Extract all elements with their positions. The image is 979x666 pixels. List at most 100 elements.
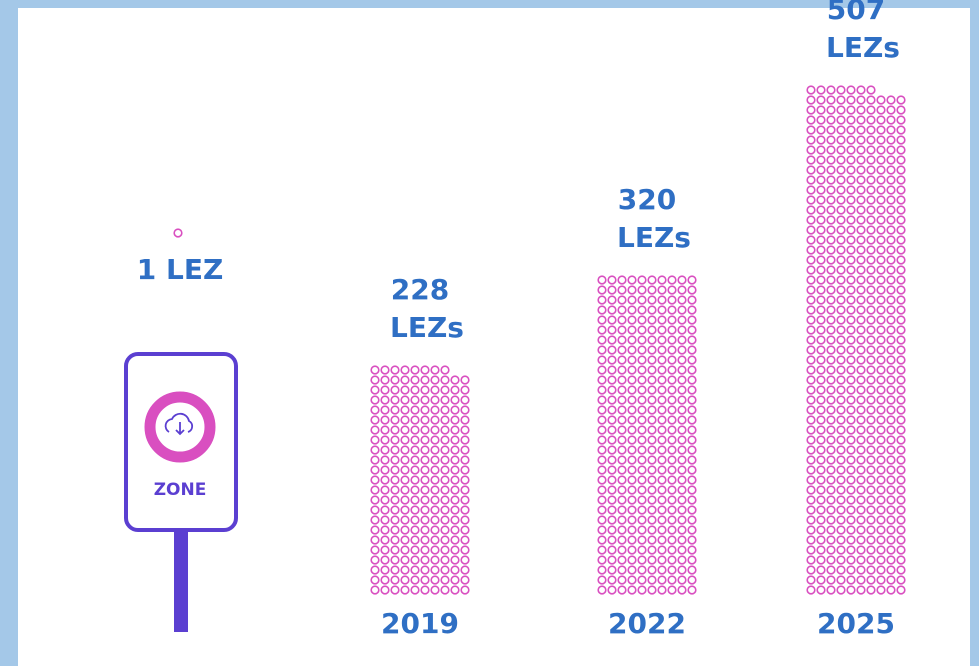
dot bbox=[687, 365, 697, 375]
dot bbox=[816, 455, 826, 465]
dot bbox=[836, 315, 846, 325]
dot bbox=[856, 465, 866, 475]
dot bbox=[886, 355, 896, 365]
dot bbox=[896, 335, 906, 345]
dot bbox=[816, 395, 826, 405]
dot bbox=[866, 315, 876, 325]
dot bbox=[440, 585, 450, 595]
dot bbox=[400, 485, 410, 495]
dot bbox=[607, 325, 617, 335]
dot bbox=[410, 455, 420, 465]
dot bbox=[420, 505, 430, 515]
dot bbox=[806, 455, 816, 465]
dot bbox=[430, 495, 440, 505]
dot bbox=[597, 415, 607, 425]
dot bbox=[440, 385, 450, 395]
dot bbox=[816, 255, 826, 265]
dot bbox=[836, 415, 846, 425]
dot bbox=[647, 375, 657, 385]
dot bbox=[637, 405, 647, 415]
dot bbox=[677, 455, 687, 465]
dot bbox=[856, 475, 866, 485]
dot bbox=[886, 195, 896, 205]
dot bbox=[806, 175, 816, 185]
dot bbox=[380, 535, 390, 545]
dot bbox=[806, 345, 816, 355]
dot bbox=[657, 365, 667, 375]
dot bbox=[647, 525, 657, 535]
dot bbox=[856, 265, 866, 275]
dot bbox=[400, 585, 410, 595]
dot bbox=[657, 405, 667, 415]
dot bbox=[637, 305, 647, 315]
dot bbox=[637, 365, 647, 375]
dot bbox=[657, 395, 667, 405]
dot bbox=[370, 545, 380, 555]
dot bbox=[597, 525, 607, 535]
dot bbox=[687, 355, 697, 365]
dot bbox=[390, 565, 400, 575]
dot bbox=[420, 425, 430, 435]
dot bbox=[846, 275, 856, 285]
dot bbox=[876, 525, 886, 535]
dot bbox=[896, 145, 906, 155]
dot bbox=[826, 235, 836, 245]
dot bbox=[866, 155, 876, 165]
dot bbox=[410, 395, 420, 405]
dot bbox=[896, 535, 906, 545]
dot bbox=[826, 315, 836, 325]
dot bbox=[607, 525, 617, 535]
dot bbox=[896, 585, 906, 595]
dot bbox=[370, 535, 380, 545]
dot bbox=[677, 585, 687, 595]
dot bbox=[420, 405, 430, 415]
dot bbox=[806, 245, 816, 255]
dot bbox=[370, 555, 380, 565]
dot bbox=[647, 335, 657, 345]
dot bbox=[866, 485, 876, 495]
dot bbox=[886, 335, 896, 345]
dot bbox=[866, 585, 876, 595]
dot bbox=[420, 495, 430, 505]
dot bbox=[607, 585, 617, 595]
dot bbox=[617, 515, 627, 525]
dot bbox=[440, 455, 450, 465]
dot bbox=[836, 265, 846, 275]
dot bbox=[677, 465, 687, 475]
dot bbox=[816, 335, 826, 345]
dot bbox=[607, 535, 617, 545]
dot bbox=[856, 385, 866, 395]
dot bbox=[400, 425, 410, 435]
dot bbox=[806, 105, 816, 115]
dot bbox=[856, 295, 866, 305]
dot bbox=[687, 405, 697, 415]
dot bbox=[826, 445, 836, 455]
dot bbox=[816, 525, 826, 535]
sign-board bbox=[124, 352, 238, 532]
dot bbox=[667, 445, 677, 455]
dot bbox=[816, 185, 826, 195]
dot bbox=[826, 545, 836, 555]
dot bbox=[420, 395, 430, 405]
dot bbox=[846, 175, 856, 185]
dot bbox=[687, 545, 697, 555]
dot bbox=[667, 425, 677, 435]
dot bbox=[816, 245, 826, 255]
dot bbox=[876, 515, 886, 525]
dot bbox=[866, 285, 876, 295]
dot bbox=[846, 355, 856, 365]
dot bbox=[370, 465, 380, 475]
dot bbox=[657, 555, 667, 565]
dot bbox=[876, 575, 886, 585]
dot bbox=[806, 95, 816, 105]
dot bbox=[597, 485, 607, 495]
dot bbox=[617, 415, 627, 425]
dot bbox=[866, 225, 876, 235]
dot bbox=[896, 435, 906, 445]
dot bbox=[370, 475, 380, 485]
dot bbox=[806, 235, 816, 245]
dot bbox=[856, 395, 866, 405]
dot bbox=[637, 585, 647, 595]
dot bbox=[886, 125, 896, 135]
dot bbox=[687, 535, 697, 545]
